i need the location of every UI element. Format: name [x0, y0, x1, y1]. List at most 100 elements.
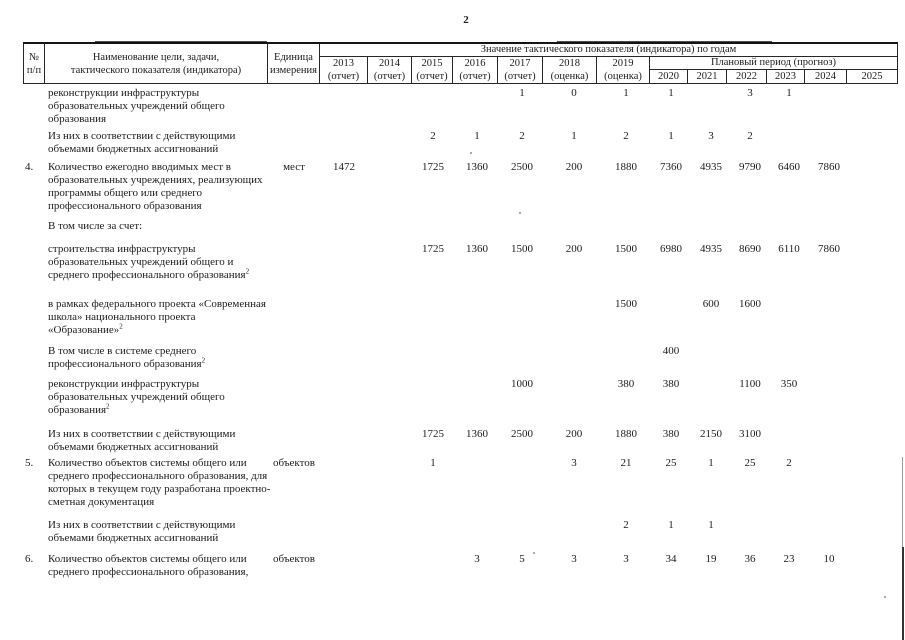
header-unit-line2: измерения [270, 64, 317, 76]
cell-value-2020: 34 [665, 553, 677, 565]
scan-speck [533, 552, 535, 554]
row-name: Из них в соответствии с действующими объе… [48, 519, 236, 544]
cell-value-2017: 1000 [511, 378, 533, 390]
cell-value-2013: 1472 [333, 161, 355, 173]
header-plan-title: Плановый период (прогноз) [650, 57, 897, 70]
cell-value-2021: 2150 [700, 428, 722, 440]
cell-value-2022: 2 [747, 130, 753, 142]
cell-value-2017: 2 [519, 130, 525, 142]
plan-year-column-header-2022: 2022 [727, 70, 767, 83]
scan-smudge [95, 41, 267, 43]
plan-year-column-header-2021: 2021 [688, 70, 727, 83]
plan-year-column-header-2025: 2025 [861, 71, 883, 82]
cell-value-2021: 19 [705, 553, 717, 565]
header-values-title: Значение тактического показателя (индика… [320, 44, 897, 57]
row-number: 5. [25, 457, 34, 469]
scan-smudge [557, 41, 772, 43]
cell-value-2016: 1360 [466, 243, 488, 255]
cell-value-2024: 7860 [818, 243, 840, 255]
cell-value-2016: 1 [474, 130, 480, 142]
cell-value-2024: 10 [823, 553, 835, 565]
footnote-mark: 2 [201, 356, 206, 365]
row-unit: объектов [273, 457, 315, 469]
cell-value-2021: 4935 [700, 243, 722, 255]
cell-value-2015: 1725 [422, 243, 444, 255]
cell-value-2022: 1100 [739, 378, 761, 390]
cell-value-2018: 3 [571, 457, 577, 469]
plan-year-column-header-2024: 2024 [805, 70, 847, 83]
cell-value-2016: 3 [474, 553, 480, 565]
header-cell-num: № п/п [24, 44, 45, 83]
header-unit-line1: Единица [274, 51, 313, 63]
cell-value-2018: 0 [571, 87, 577, 99]
cell-value-2019: 1500 [615, 298, 637, 310]
cell-value-2020: 1 [668, 87, 674, 99]
row-name: В том числе за счет: [48, 220, 143, 232]
plan-year-column-header-2020: 2020 [650, 70, 688, 83]
plan-title-text: Плановый период (прогноз) [710, 57, 837, 68]
cell-value-2019: 380 [617, 378, 635, 390]
cell-value-2022: 25 [744, 457, 756, 469]
cell-value-2023: 1 [786, 87, 792, 99]
scan-speck [519, 212, 521, 214]
cell-value-2019: 1880 [615, 161, 637, 173]
year-column-header-2015: 2015 (отчет) [412, 57, 453, 83]
cell-value-2020: 400 [662, 345, 680, 357]
page-edge-artifact [902, 547, 904, 640]
row-name: Из них в соответствии с действующими объе… [48, 428, 236, 453]
scan-speck [470, 152, 472, 154]
cell-value-2015: 1725 [422, 161, 444, 173]
cell-value-2015: 2 [430, 130, 436, 142]
cell-value-2017: 2500 [511, 161, 533, 173]
row-number: 4. [25, 161, 34, 173]
header-name-line1: Наименование цели, задачи, [92, 51, 220, 63]
cell-value-2015: 1725 [422, 428, 444, 440]
cell-value-2018: 200 [565, 161, 583, 173]
cell-value-2019: 1 [623, 87, 629, 99]
cell-value-2020: 6980 [660, 243, 682, 255]
cell-value-2016: 1360 [466, 428, 488, 440]
footnote-mark: 2 [106, 402, 110, 411]
cell-value-2023: 6110 [778, 243, 800, 255]
cell-value-2022: 8690 [739, 243, 761, 255]
row-name: Из них в соответствии с действующими объе… [48, 130, 236, 155]
cell-value-2020: 7360 [660, 161, 682, 173]
header-cell-name: Наименование цели, задачи, тактического … [45, 44, 268, 83]
plan-year-column-header-2023: 2023 [767, 70, 805, 83]
cell-value-2020: 25 [665, 457, 677, 469]
header-num-line2: п/п [26, 64, 42, 76]
cell-value-2023: 350 [780, 378, 798, 390]
cell-value-2016: 1360 [466, 161, 488, 173]
cell-value-2019: 1880 [615, 428, 637, 440]
cell-value-2024: 7860 [818, 161, 840, 173]
cell-value-2020: 380 [662, 378, 680, 390]
cell-value-2018: 1 [571, 130, 577, 142]
cell-value-2019: 2 [623, 519, 629, 531]
cell-value-2019: 3 [623, 553, 629, 565]
year-column-header-2017: 2017 (отчет) [498, 57, 543, 83]
cell-value-2022: 36 [744, 553, 756, 565]
cell-value-2015: 1 [430, 457, 436, 469]
row-unit: мест [283, 161, 305, 173]
table-header: № п/п Наименование цели, задачи, тактиче… [23, 42, 898, 84]
cell-value-2021: 1 [708, 519, 714, 531]
header-cell-unit: Единица измерения [268, 44, 320, 83]
cell-value-2019: 21 [620, 457, 632, 469]
cell-value-2022: 1600 [739, 298, 761, 310]
row-unit: объектов [273, 553, 315, 565]
cell-value-2021: 4935 [700, 161, 722, 173]
footnote-mark: 2 [119, 322, 123, 331]
cell-value-2020: 1 [668, 130, 674, 142]
cell-value-2020: 380 [662, 428, 680, 440]
cell-value-2023: 2 [786, 457, 792, 469]
footnote-mark: 2 [245, 267, 250, 276]
cell-value-2017: 5 [519, 553, 525, 565]
cell-value-2022: 3100 [739, 428, 761, 440]
row-number: 6. [25, 553, 34, 565]
row-name: Количество объектов системы общего или ср… [48, 457, 271, 508]
cell-value-2022: 3 [747, 87, 753, 99]
scan-speck [884, 596, 886, 598]
cell-value-2020: 1 [668, 519, 674, 531]
year-column-header-2018: 2018 (оценка) [543, 57, 597, 83]
